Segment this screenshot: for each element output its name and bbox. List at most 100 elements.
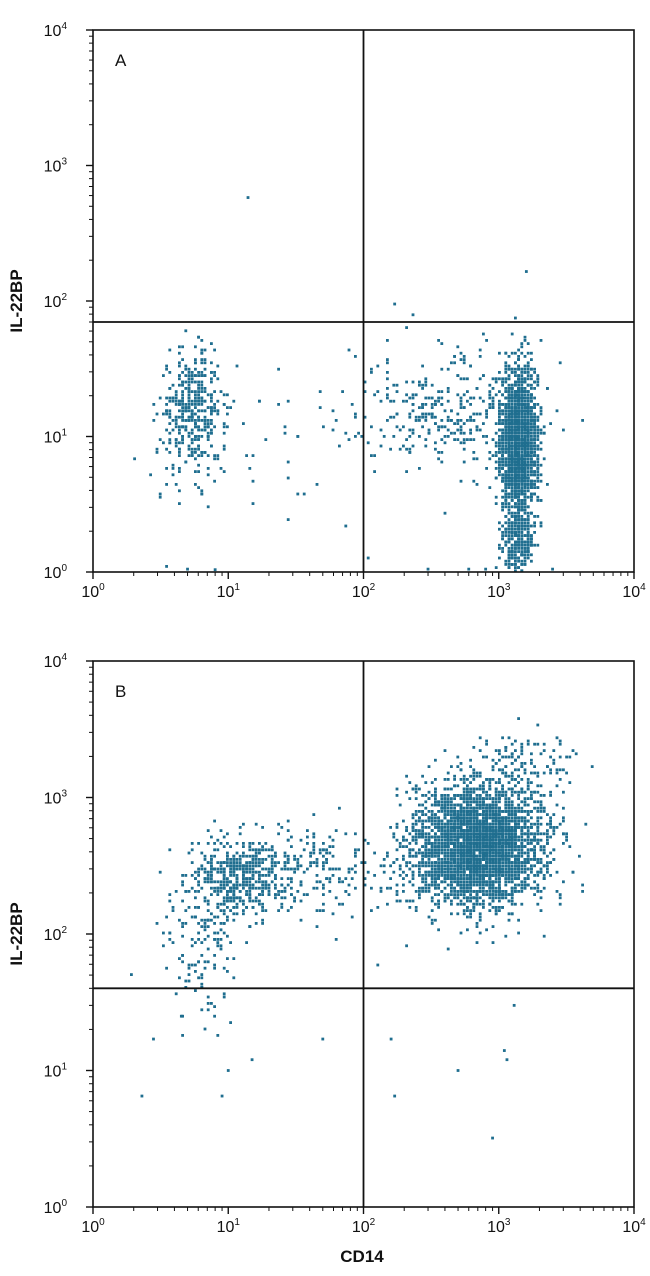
data-point — [434, 854, 437, 858]
data-point — [430, 412, 434, 416]
data-point — [472, 412, 476, 416]
data-point — [450, 890, 453, 893]
data-point — [194, 393, 197, 397]
data-point — [414, 832, 418, 836]
data-point — [520, 531, 524, 534]
data-point — [430, 803, 434, 807]
data-point — [376, 364, 380, 368]
data-point — [536, 463, 540, 467]
data-point — [475, 922, 479, 925]
data-point — [200, 387, 204, 390]
data-point — [523, 489, 527, 493]
data-point — [469, 915, 472, 919]
data-point — [459, 845, 463, 848]
data-point — [453, 832, 456, 836]
data-point — [443, 870, 447, 874]
data-point — [418, 419, 421, 422]
data-point — [286, 476, 290, 480]
data-point — [510, 851, 514, 855]
data-point — [504, 486, 508, 489]
data-point — [200, 361, 204, 365]
data-point — [456, 412, 460, 416]
data-point — [398, 842, 402, 845]
data-point — [462, 822, 466, 826]
data-point — [510, 483, 514, 486]
data-point — [475, 826, 479, 829]
data-point — [526, 473, 530, 477]
data-point — [514, 518, 517, 521]
data-point — [370, 425, 373, 429]
data-point — [466, 883, 469, 887]
data-point — [581, 883, 584, 887]
data-point — [485, 742, 488, 746]
data-point — [526, 547, 530, 550]
data-point — [443, 848, 447, 852]
data-point — [178, 364, 181, 368]
data-point — [171, 473, 175, 477]
data-point — [421, 406, 424, 409]
data-point — [478, 870, 482, 874]
data-point — [526, 425, 530, 429]
data-point — [526, 361, 530, 365]
data-point — [510, 492, 514, 496]
data-point — [536, 816, 540, 820]
data-point — [526, 374, 530, 377]
data-point — [414, 890, 418, 893]
data-point — [549, 835, 552, 839]
data-point — [526, 367, 530, 371]
data-point — [408, 781, 412, 784]
data-point — [501, 438, 504, 441]
data-point — [411, 428, 415, 432]
data-point — [443, 816, 447, 820]
data-point — [174, 444, 178, 448]
data-point — [530, 537, 533, 541]
data-point — [197, 444, 200, 448]
data-point — [216, 399, 220, 403]
data-point — [523, 511, 527, 515]
data-point — [510, 864, 514, 868]
data-point — [523, 550, 527, 553]
data-point — [459, 870, 463, 874]
data-point — [523, 524, 527, 528]
data-point — [181, 358, 184, 361]
data-point — [523, 444, 527, 448]
data-point — [514, 412, 517, 416]
data-point — [178, 502, 181, 505]
data-point — [440, 806, 444, 810]
data-point — [494, 441, 498, 445]
data-point — [222, 422, 226, 425]
data-point — [526, 447, 530, 451]
data-point — [446, 778, 450, 781]
data-point — [488, 803, 492, 807]
data-point — [523, 492, 527, 496]
data-point — [411, 431, 415, 435]
data-point — [507, 511, 511, 515]
x-tick-label: 104 — [622, 582, 646, 601]
data-point — [450, 819, 453, 823]
data-point — [363, 415, 367, 419]
data-point — [165, 364, 168, 368]
data-point — [482, 806, 485, 810]
data-point — [430, 896, 434, 900]
data-point — [286, 518, 290, 521]
data-point — [539, 896, 543, 900]
data-point — [507, 473, 511, 477]
data-point — [536, 431, 540, 435]
data-point — [181, 415, 184, 419]
data-point — [517, 460, 520, 464]
data-point — [507, 531, 511, 534]
data-point — [443, 749, 447, 752]
data-point — [562, 842, 565, 845]
data-point — [539, 845, 543, 848]
data-point — [510, 515, 514, 518]
data-point — [450, 893, 453, 896]
data-point — [504, 505, 508, 509]
data-point — [510, 816, 514, 820]
data-point — [488, 383, 492, 387]
data-point — [504, 361, 508, 365]
data-point — [539, 806, 543, 810]
data-point — [485, 435, 488, 438]
data-point — [203, 422, 207, 425]
data-point — [517, 890, 520, 893]
data-point — [485, 806, 488, 810]
